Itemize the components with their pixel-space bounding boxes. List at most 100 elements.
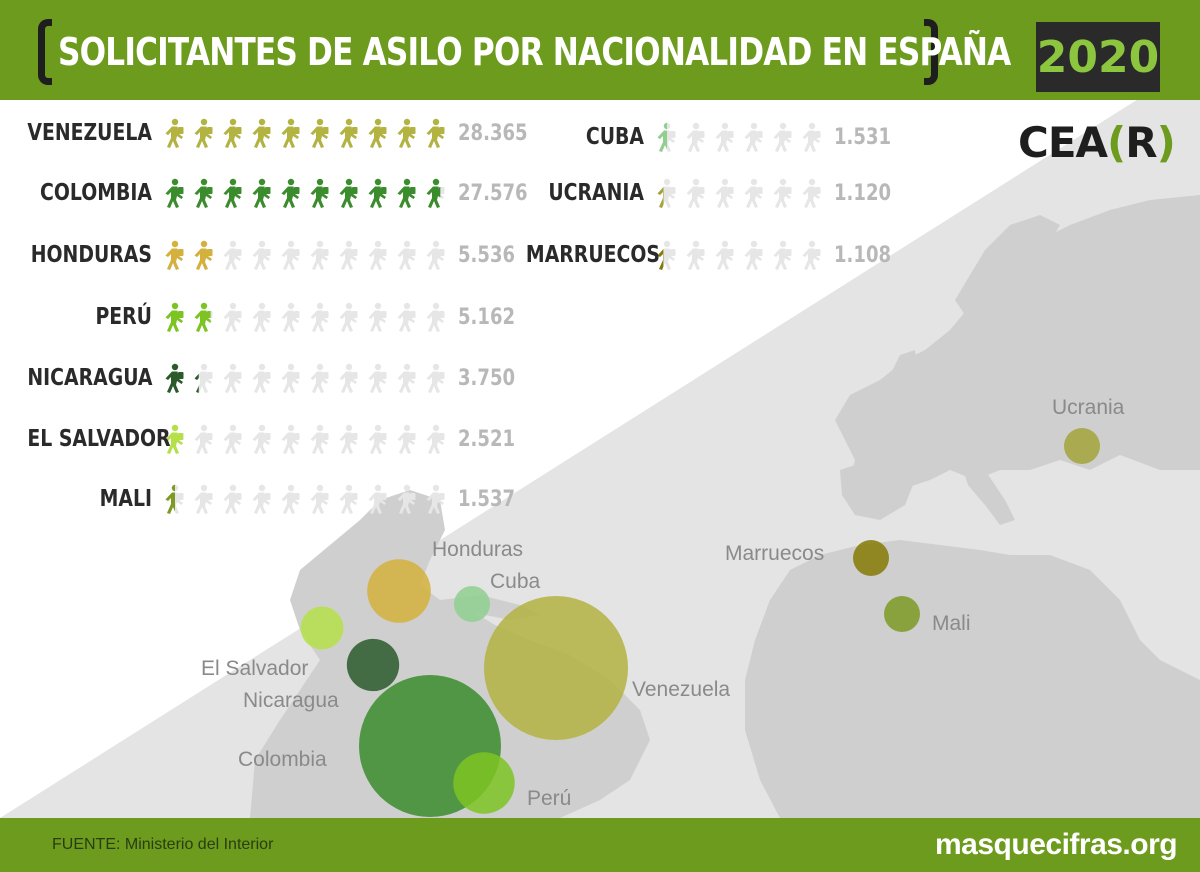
scandinavia-shape <box>955 215 1060 345</box>
walking-person-icon <box>165 363 184 393</box>
walking-person-icon <box>310 178 329 208</box>
walking-person-icon <box>802 122 821 152</box>
row-colombia: COLOMBIA 27.576 <box>0 173 543 213</box>
walking-person-icon <box>802 240 821 270</box>
bubble-ucrania <box>1064 428 1100 464</box>
walking-person-icon <box>310 484 329 514</box>
walking-person-icon <box>339 363 358 393</box>
walking-person-icon <box>339 240 358 270</box>
walking-person-icon <box>773 240 792 270</box>
walking-person-icon <box>744 178 763 208</box>
walking-person-icon <box>339 484 358 514</box>
walking-person-icon <box>339 424 358 454</box>
walking-person-icon <box>310 118 329 148</box>
logo-close-bracket: ) <box>1156 118 1176 167</box>
walking-person-icon <box>715 122 734 152</box>
walking-person-icon <box>252 118 271 148</box>
bubble-cuba <box>454 586 490 622</box>
bubble-el-salvador <box>300 606 344 650</box>
walking-person-icon <box>744 122 763 152</box>
value-label: 3.750 <box>458 365 516 391</box>
country-label: CUBA <box>585 124 644 150</box>
cear-logo: CEA(R) <box>1018 118 1176 167</box>
walking-person-icon <box>397 302 416 332</box>
bubble-perú <box>453 752 515 814</box>
walking-person-icon <box>252 178 271 208</box>
value-label: 1.537 <box>458 486 516 512</box>
walking-person-icon <box>368 484 387 514</box>
walking-person-icon <box>310 302 329 332</box>
walking-person-icon <box>252 363 271 393</box>
walking-person-icon <box>281 240 300 270</box>
walking-person-icon <box>397 363 416 393</box>
walking-person-icon <box>165 302 184 332</box>
value-label: 1.108 <box>834 242 892 268</box>
value-label: 28.365 <box>458 120 528 146</box>
italy-shape <box>960 460 1015 525</box>
walking-person-icon <box>252 240 271 270</box>
country-label: EL SALVADOR <box>27 426 171 452</box>
walking-person-icon <box>165 178 184 208</box>
walking-person-icon <box>426 240 445 270</box>
walking-person-icon <box>657 240 676 270</box>
walking-person-icon <box>223 484 242 514</box>
walking-person-icon <box>281 424 300 454</box>
row-cuba: CUBA 1.531 <box>500 117 904 157</box>
bubble-label: Nicaragua <box>243 689 339 712</box>
country-label: MARRUECOS <box>525 242 660 268</box>
bubble-honduras <box>367 559 431 623</box>
logo-open-bracket: ( <box>1107 118 1126 167</box>
walking-person-icon <box>397 484 416 514</box>
walking-person-icon <box>310 240 329 270</box>
icon-strip <box>654 178 828 208</box>
walking-person-icon <box>426 302 445 332</box>
page-title: SOLICITANTES DE ASILO POR NACIONALIDAD E… <box>58 30 1011 74</box>
walking-person-icon <box>339 118 358 148</box>
bubble-nicaragua <box>346 638 400 692</box>
icon-strip <box>162 178 452 208</box>
walking-person-icon <box>397 424 416 454</box>
header-bar <box>0 0 1200 100</box>
walking-person-icon <box>397 178 416 208</box>
walking-person-icon <box>310 363 329 393</box>
country-label: VENEZUELA <box>27 120 152 146</box>
icon-strip <box>162 240 452 270</box>
walking-person-icon <box>368 363 387 393</box>
right-bracket <box>924 19 938 85</box>
row-marruecos: MARRUECOS 1.108 <box>500 235 904 275</box>
walking-person-icon <box>223 178 242 208</box>
walking-person-icon <box>339 302 358 332</box>
icon-strip <box>162 363 452 393</box>
bubble-label: Perú <box>527 787 572 810</box>
country-label: COLOMBIA <box>39 180 152 206</box>
walking-person-icon <box>223 302 242 332</box>
year-badge: 2020 <box>1036 22 1160 92</box>
walking-person-icon <box>657 122 676 152</box>
title-group: SOLICITANTES DE ASILO POR NACIONALIDAD E… <box>38 16 1011 88</box>
walking-person-icon <box>686 122 705 152</box>
walking-person-icon <box>194 118 213 148</box>
walking-person-icon <box>744 240 763 270</box>
value-label: 1.120 <box>834 180 892 206</box>
bubble-label: Mali <box>932 612 971 635</box>
bubble-label: Cuba <box>490 570 541 593</box>
site-link[interactable]: masquecifras.org <box>935 828 1178 861</box>
row-honduras: HONDURAS 5.536 <box>0 235 528 275</box>
europe-shape <box>835 195 1200 500</box>
walking-person-icon <box>397 240 416 270</box>
iberia-shape <box>840 460 915 520</box>
walking-person-icon <box>165 424 184 454</box>
bubble-label: Ucrania <box>1052 396 1125 419</box>
value-label: 27.576 <box>458 180 528 206</box>
walking-person-icon <box>368 424 387 454</box>
walking-person-icon <box>281 302 300 332</box>
icon-strip <box>654 240 828 270</box>
walking-person-icon <box>223 424 242 454</box>
walking-person-icon <box>368 302 387 332</box>
walking-person-icon <box>426 484 445 514</box>
left-bracket <box>38 19 52 85</box>
walking-person-icon <box>426 363 445 393</box>
bubble-label: Marruecos <box>725 542 825 565</box>
